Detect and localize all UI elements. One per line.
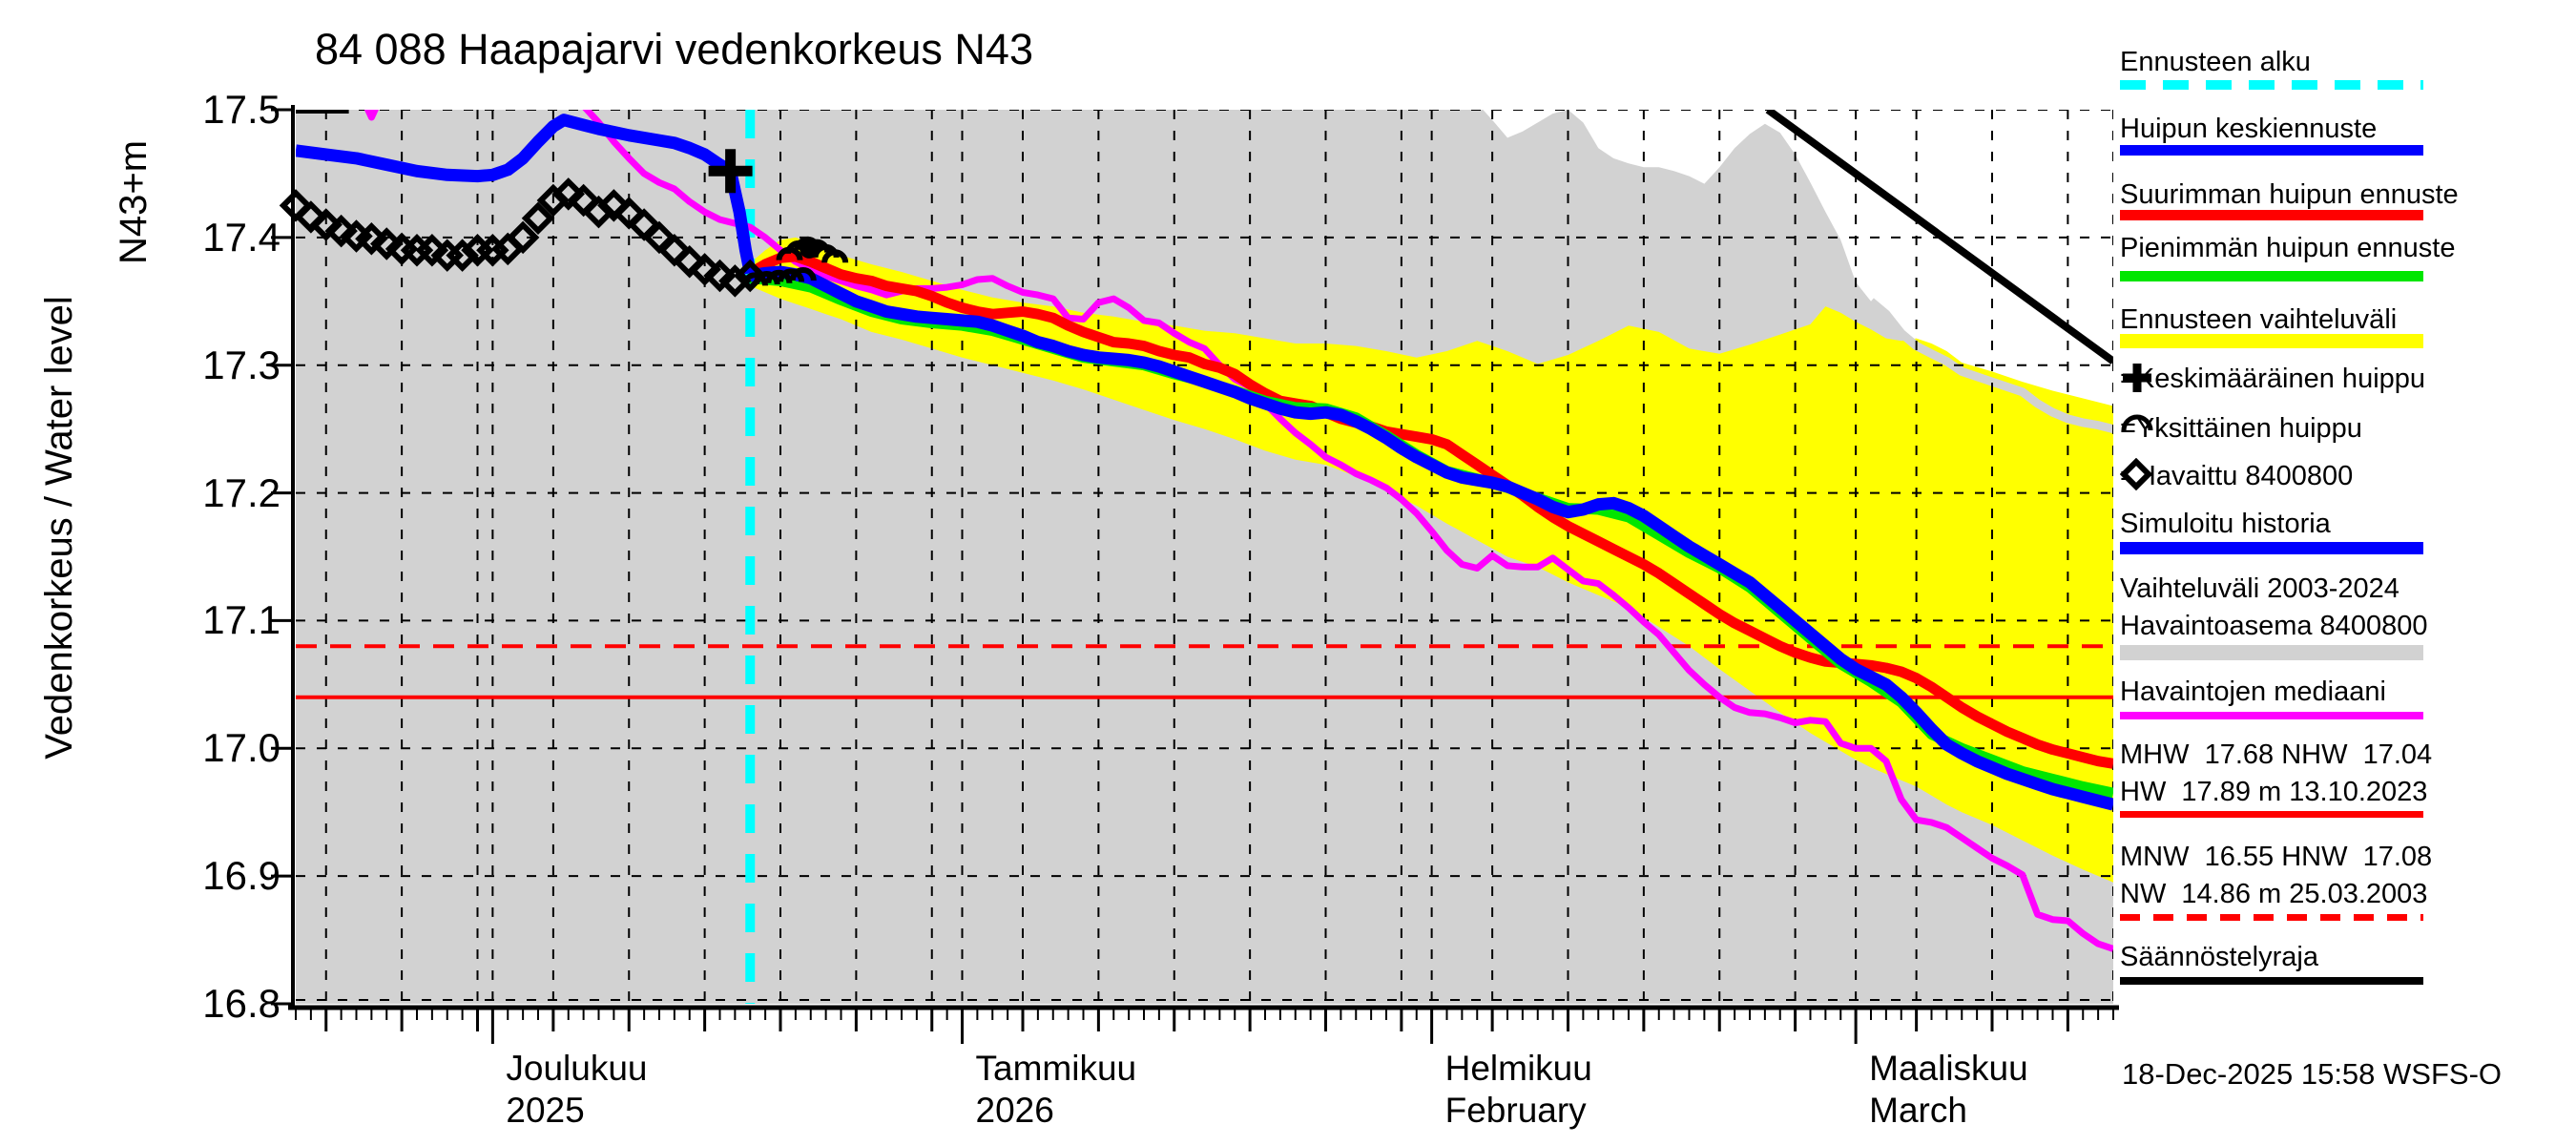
legend-item: MHW 17.68 NHW 17.04 HW 17.89 m 13.10.2023 xyxy=(2120,737,2576,818)
legend-item-label: Huipun keskiennuste xyxy=(2120,114,2378,144)
diamond-icon xyxy=(2120,458,2152,490)
legend-item: Havaintojen mediaani xyxy=(2120,674,2576,719)
month-label-helmikuu: Helmikuu February xyxy=(1444,1049,1592,1130)
legend-item-label: Havaintoasema 8400800 xyxy=(2120,611,2428,641)
single-peak-arc-marker xyxy=(765,269,793,284)
y-tick-label: 17.1 xyxy=(202,597,280,643)
legend-item-label: Simuloitu historia xyxy=(2120,509,2331,539)
regulation-limit-line xyxy=(1765,110,2113,364)
legend-item: MNW 16.55 HNW 17.08 NW 14.86 m 25.03.2003 xyxy=(2120,839,2576,921)
legend-item-label: =Keskimääräinen huippu xyxy=(2120,364,2426,394)
legend-item-label: =Yksittäinen huippu xyxy=(2120,413,2362,444)
observed-diamond-marker xyxy=(446,239,479,272)
legend-swatch xyxy=(2120,145,2423,156)
legend-item: =Keskimääräinen huippu xyxy=(2120,361,2576,398)
single-peak-arc-marker xyxy=(789,267,817,281)
legend-item: =Havaittu 8400800 xyxy=(2120,458,2576,495)
legend-swatch xyxy=(2120,271,2423,281)
single-peak-dot-marker xyxy=(800,239,820,259)
observed-diamond-marker xyxy=(688,253,721,286)
observed-markers xyxy=(279,149,849,298)
legend-item: Pienimmän huipun ennuste xyxy=(2120,230,2576,281)
legend-swatch xyxy=(2120,977,2423,985)
timestamp-label: 18-Dec-2025 15:58 WSFS-O xyxy=(2122,1057,2503,1091)
y-tick-label: 16.8 xyxy=(202,981,280,1026)
observed-diamond-marker xyxy=(506,220,540,255)
y-tick-label: 17.4 xyxy=(202,214,280,260)
series-huipun_keskiennuste xyxy=(749,265,2113,811)
month-label-maaliskuu: Maaliskuu March xyxy=(1869,1049,2028,1130)
legend-item: Huipun keskiennuste xyxy=(2120,111,2576,156)
single-peak-arc-marker xyxy=(778,268,805,282)
legend-item-label: Säännöstelyraja xyxy=(2120,942,2318,972)
legend-item-label: Ennusteen vaihteluväli xyxy=(2120,304,2398,335)
series-simuloitu_historia xyxy=(296,114,757,275)
legend-item-label: HW 17.89 m 13.10.2023 xyxy=(2120,777,2428,807)
legend-item-label: Pienimmän huipun ennuste xyxy=(2120,233,2456,263)
legend-swatch xyxy=(2120,80,2423,90)
y-tick-label: 16.9 xyxy=(202,853,280,899)
arc-icon xyxy=(2121,414,2153,431)
observed-diamond-marker xyxy=(551,177,585,211)
series-havaintojen_mediaani xyxy=(364,110,2113,952)
legend-swatch xyxy=(2120,645,2423,660)
observed-diamond-marker xyxy=(734,259,767,293)
observed-diamond-marker xyxy=(294,200,328,234)
legend-item: Simuloitu historia xyxy=(2120,506,2576,554)
history-range-top-edge xyxy=(1868,298,2113,433)
legend-item: Säännöstelyraja xyxy=(2120,939,2576,985)
legend-item-label: Havaintojen mediaani xyxy=(2120,677,2386,707)
y-tick-label: 17.2 xyxy=(202,469,280,515)
y-tick-label: 17.0 xyxy=(202,725,280,771)
legend-item: =Yksittäinen huippu xyxy=(2120,410,2576,448)
legend-item: Ennusteen vaihteluväli xyxy=(2120,302,2576,348)
legend-swatch xyxy=(2120,811,2423,818)
month-label-joulukuu: Joulukuu 2025 xyxy=(506,1049,648,1130)
legend-item-label: Suurimman huipun ennuste xyxy=(2120,179,2459,210)
forecast-range-band xyxy=(750,237,2113,883)
legend-swatch xyxy=(2120,712,2423,719)
legend-item: Suurimman huipun ennuste xyxy=(2120,177,2576,220)
legend-item-label: Ennusteen alku xyxy=(2120,47,2311,77)
legend-item-label: MHW 17.68 NHW 17.04 xyxy=(2120,739,2433,770)
single-peak-arc-marker xyxy=(821,249,849,263)
legend-item: Vaihteluväli 2003-2024 Havaintoasema 8400… xyxy=(2120,571,2576,660)
legend-swatch xyxy=(2120,914,2423,921)
y-tick-label: 17.3 xyxy=(202,342,280,387)
legend-item: Ennusteen alku xyxy=(2120,44,2576,90)
observed-diamond-marker xyxy=(309,208,343,241)
month-label-tammikuu: Tammikuu 2026 xyxy=(975,1049,1137,1130)
single-peak-arc-marker xyxy=(741,272,769,286)
single-peak-arc-marker xyxy=(753,271,780,285)
y-tick-label: 17.5 xyxy=(202,87,280,132)
observed-diamond-marker xyxy=(718,264,752,298)
plot-area xyxy=(296,110,2113,1004)
legend-swatch xyxy=(2120,542,2423,554)
plus-icon xyxy=(2123,364,2151,392)
legend-item-label: Vaihteluväli 2003-2024 xyxy=(2120,573,2399,604)
legend-item-label: =Havaittu 8400800 xyxy=(2120,461,2354,491)
observed-diamond-marker xyxy=(597,189,631,222)
legend-item-label: MNW 16.55 HNW 17.08 xyxy=(2120,842,2433,872)
legend-swatch xyxy=(2120,210,2423,220)
legend-item-label: NW 14.86 m 25.03.2003 xyxy=(2120,879,2428,909)
observed-diamond-marker xyxy=(521,201,555,236)
legend-swatch xyxy=(2120,334,2423,348)
chart-title: 84 088 Haapajarvi vedenkorkeus N43 xyxy=(315,25,1033,73)
series-suurimman_huipun_ennuste xyxy=(747,251,2113,769)
observed-diamond-marker xyxy=(673,245,706,279)
